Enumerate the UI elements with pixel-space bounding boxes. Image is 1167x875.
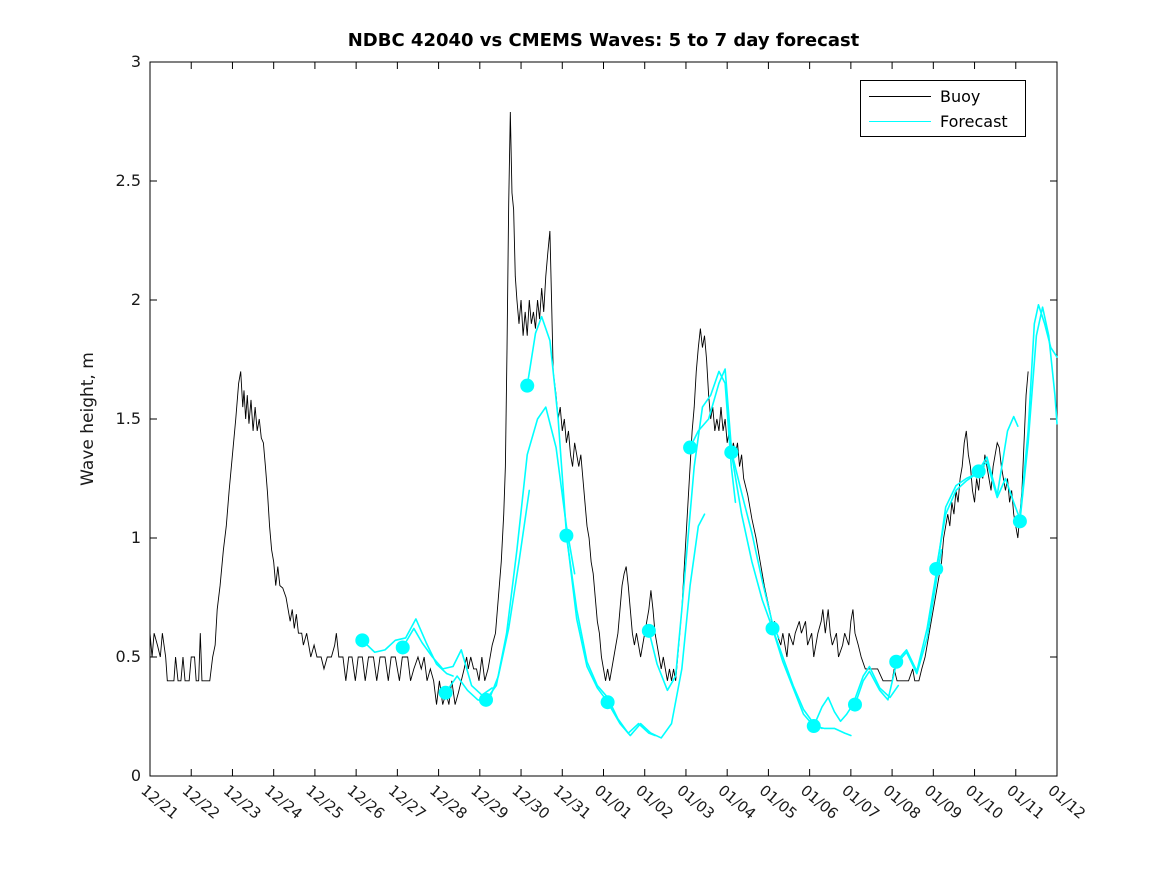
x-tick-label: 01/08	[880, 781, 925, 823]
y-tick-label: 2	[131, 290, 141, 309]
y-tick-label: 1.5	[116, 409, 141, 428]
x-tick-label: 12/26	[344, 781, 389, 823]
forecast-line-segment-16	[1019, 306, 1058, 523]
forecast-dot	[355, 633, 370, 648]
y-tick-label: 1	[131, 528, 141, 547]
forecast-line-segment-9	[730, 451, 823, 730]
x-tick-label: 01/01	[591, 781, 636, 823]
forecast-dot	[889, 654, 904, 669]
forecast-line-segment-12	[854, 549, 943, 706]
y-tick-label: 0	[131, 766, 141, 785]
forecast-line-segment-1	[401, 627, 493, 696]
x-tick-label: 01/10	[962, 781, 1007, 823]
forecast-dot	[765, 621, 780, 636]
x-tick-label: 01/03	[673, 781, 718, 823]
legend-label-forecast: Forecast	[940, 111, 1008, 131]
forecast-dot	[1012, 514, 1027, 529]
forecast-line-segment-4	[526, 315, 611, 706]
forecast-dot	[847, 697, 862, 712]
buoy-line	[149, 111, 1029, 705]
forecast-dot	[438, 685, 453, 700]
forecast-line-swatch	[869, 120, 931, 122]
forecast-dot	[683, 440, 698, 455]
x-tick-label: 01/02	[632, 781, 677, 823]
legend: Buoy Forecast	[860, 80, 1026, 137]
x-tick-label: 01/09	[921, 781, 966, 823]
x-tick-label: 12/31	[550, 781, 595, 823]
forecast-dot	[724, 445, 739, 460]
forecast-line-segment-7	[648, 370, 737, 692]
forecast-dot	[971, 464, 986, 479]
forecast-dot	[600, 695, 615, 710]
legend-item-forecast: Forecast	[861, 109, 1025, 134]
forecast-dot	[929, 561, 944, 576]
x-tick-label: 01/11	[1003, 781, 1048, 823]
y-tick-label: 2.5	[116, 171, 141, 190]
legend-label-buoy: Buoy	[940, 86, 981, 106]
forecast-dot	[641, 623, 656, 638]
x-tick-label: 12/27	[385, 781, 430, 823]
forecast-line-segment-11	[812, 665, 900, 727]
y-tick-label: 0.5	[116, 647, 141, 666]
x-tick-label: 12/23	[220, 781, 265, 823]
y-tick-label: 3	[131, 52, 141, 71]
x-tick-label: 12/25	[302, 781, 347, 823]
forecast-dot	[806, 719, 821, 734]
chart-title: NDBC 42040 vs CMEMS Waves: 5 to 7 day fo…	[347, 30, 860, 51]
x-tick-label: 01/07	[838, 781, 883, 823]
forecast-line-segment-8	[689, 368, 780, 639]
x-tick-label: 01/05	[756, 781, 801, 823]
forecast-line-segment-14	[935, 415, 1019, 570]
forecast-dot	[395, 640, 410, 655]
buoy-line-swatch	[869, 95, 931, 97]
x-tick-label: 12/21	[137, 781, 182, 823]
legend-item-buoy: Buoy	[861, 84, 1025, 109]
x-tick-label: 12/28	[426, 781, 471, 823]
x-tick-label: 01/12	[1044, 781, 1089, 823]
forecast-dot	[520, 378, 535, 393]
forecast-line-segment-3	[485, 406, 576, 701]
forecast-dot	[479, 692, 494, 707]
y-axis-label: Wave height, m	[78, 352, 98, 486]
x-tick-label: 12/22	[179, 781, 224, 823]
forecast-line-segment-6	[606, 513, 706, 739]
x-tick-label: 12/29	[467, 781, 512, 823]
x-tick-label: 12/30	[508, 781, 553, 823]
x-tick-label: 12/24	[261, 781, 306, 823]
forecast-line-segment-5	[565, 534, 656, 737]
forecast-dot	[559, 528, 574, 543]
x-tick-label: 01/06	[797, 781, 842, 823]
x-tick-label: 01/04	[715, 781, 760, 823]
